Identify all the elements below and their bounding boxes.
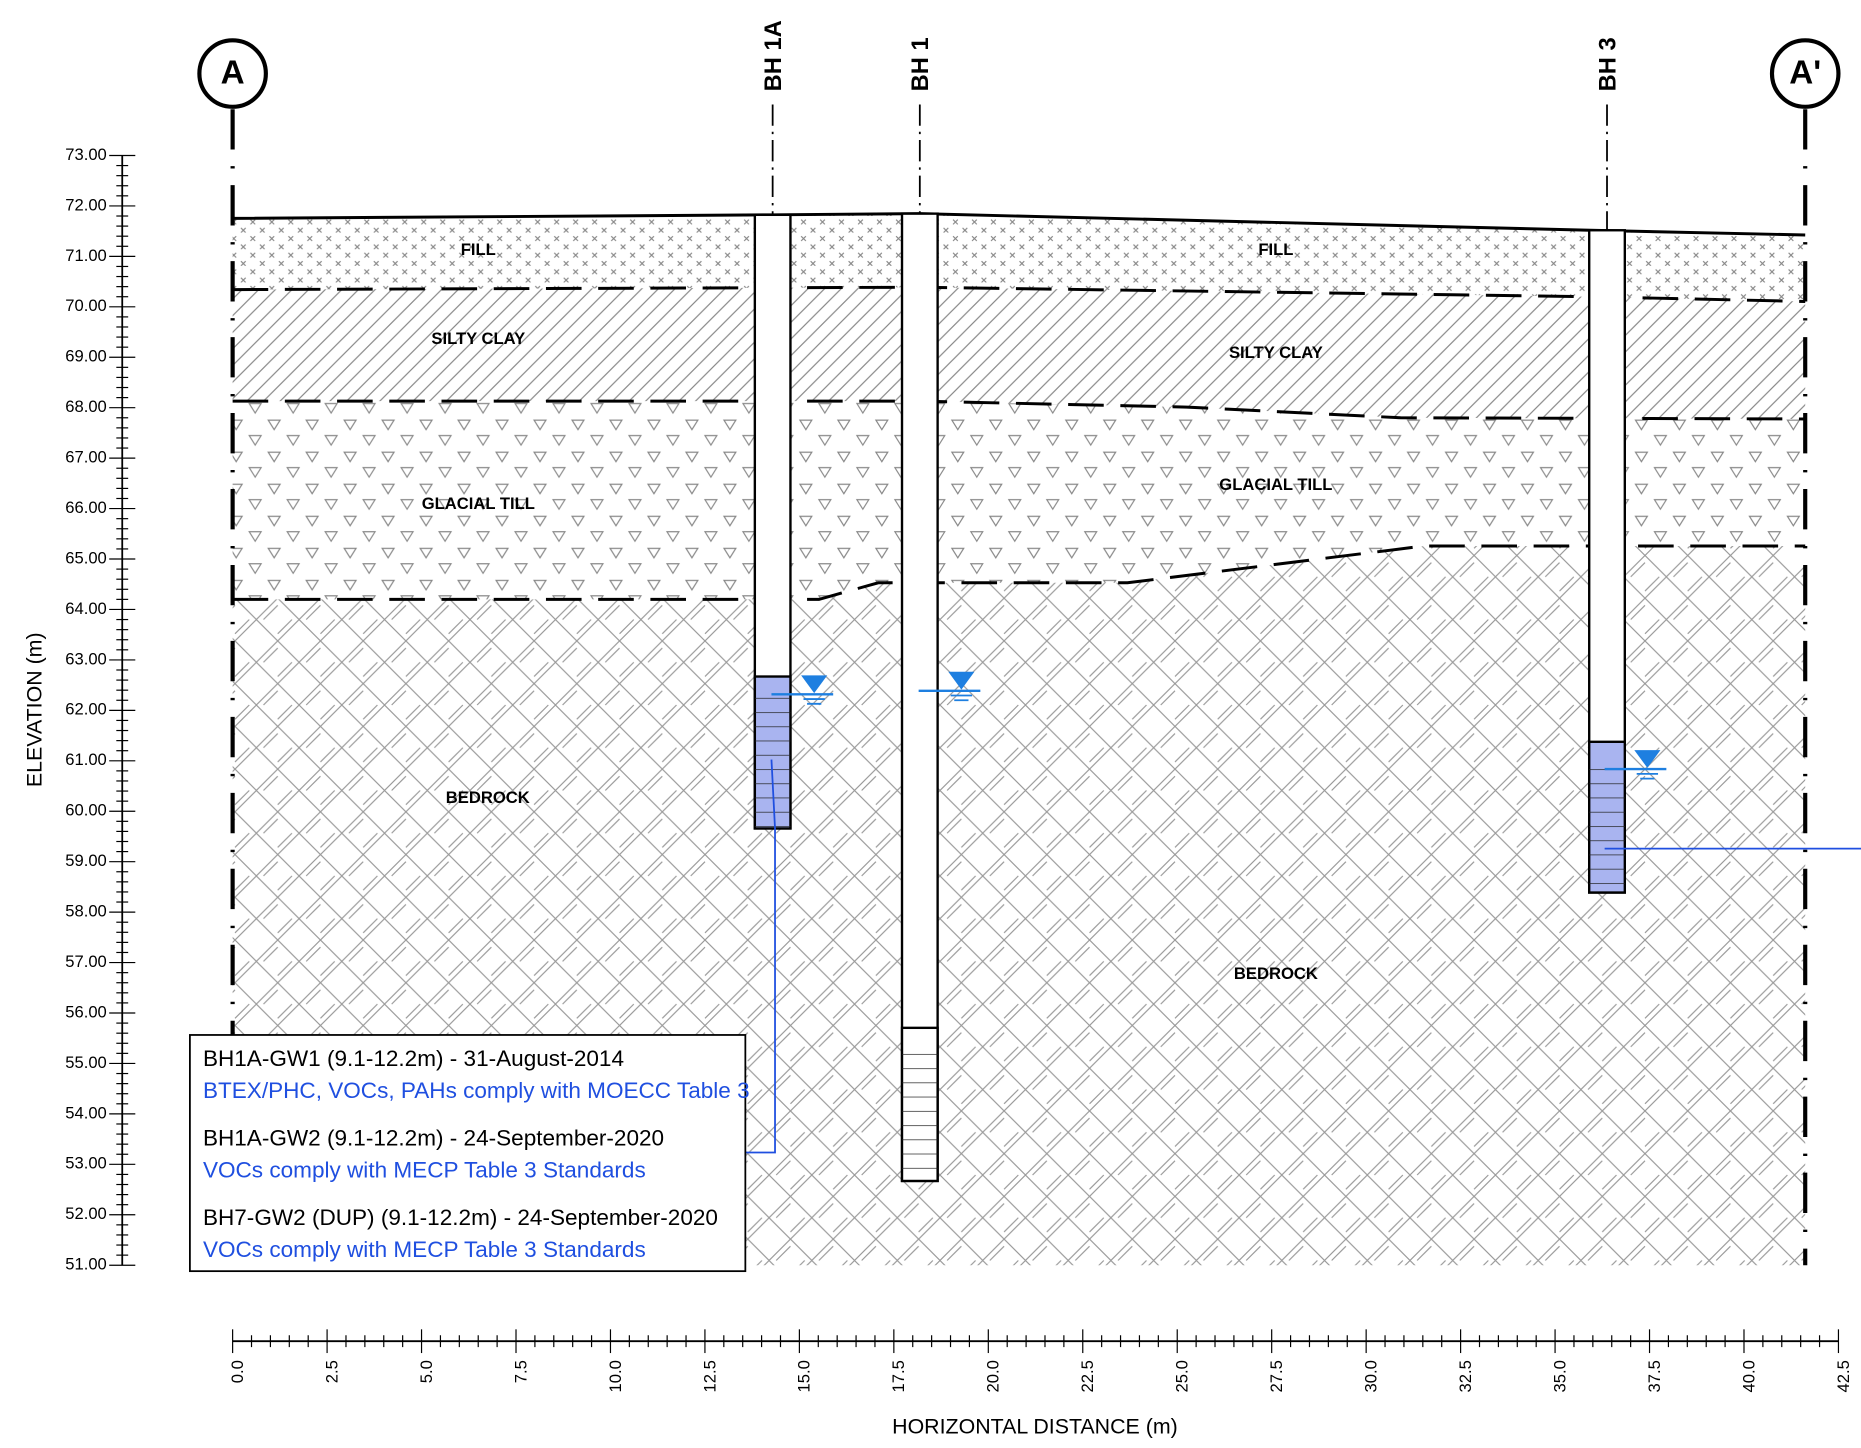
layer-label: BEDROCK xyxy=(446,788,530,807)
y-tick-label: 66.00 xyxy=(65,498,107,517)
y-tick-label: 52.00 xyxy=(65,1204,107,1223)
section-marker-label: A' xyxy=(1789,55,1821,92)
x-tick-label: 5.0 xyxy=(417,1360,436,1383)
y-tick-label: 54.00 xyxy=(65,1103,107,1122)
layer-label: FILL xyxy=(1258,240,1293,259)
note-sample: BH1A-GW1 (9.1-12.2m) - 31-August-2014 xyxy=(203,1046,624,1071)
x-tick-label: 0.0 xyxy=(228,1360,247,1383)
y-tick-label: 73.00 xyxy=(65,145,107,164)
layer-label: SILTY CLAY xyxy=(431,329,525,348)
x-tick-label: 42.5 xyxy=(1834,1360,1853,1392)
borehole-label: BH 1A xyxy=(761,20,787,91)
note-result: VOCs comply with MECP Table 3 Standards xyxy=(203,1237,646,1262)
y-tick-label: 60.00 xyxy=(65,801,107,820)
layer-label: GLACIAL TILL xyxy=(1219,475,1332,494)
y-tick-label: 57.00 xyxy=(65,952,107,971)
page: ELEVATION (m) HORIZONTAL DISTANCE (m) A A… xyxy=(0,0,1861,1448)
y-tick-label: 59.00 xyxy=(65,851,107,870)
layer-label: GLACIAL TILL xyxy=(422,494,535,513)
legend-box: BH1A-GW1 (9.1-12.2m) - 31-August-2014 BT… xyxy=(190,1035,750,1271)
well-screen-slots xyxy=(902,1042,938,1181)
x-tick-label: 2.5 xyxy=(322,1360,341,1383)
layer-label: BEDROCK xyxy=(1234,964,1318,983)
x-tick-label: 30.0 xyxy=(1361,1360,1380,1392)
well-screen-slots xyxy=(755,691,791,829)
y-tick-label: 67.00 xyxy=(65,448,107,467)
borehole-label: BH 1 xyxy=(908,37,934,91)
y-tick-label: 63.00 xyxy=(65,649,107,668)
layer-label: SILTY CLAY xyxy=(1229,343,1323,362)
y-tick-label: 55.00 xyxy=(65,1053,107,1072)
silty-clay-layer xyxy=(233,287,1806,419)
y-tick-label: 53.00 xyxy=(65,1154,107,1173)
note-result: VOCs comply with MECP Table 3 Standards xyxy=(203,1157,646,1182)
y-tick-label: 56.00 xyxy=(65,1002,107,1021)
x-tick-label: 12.5 xyxy=(700,1360,719,1392)
well-screen-slots xyxy=(1589,756,1625,892)
x-tick-label: 7.5 xyxy=(511,1360,530,1383)
borehole-label: BH 3 xyxy=(1595,37,1621,91)
x-tick-label: 17.5 xyxy=(889,1360,908,1392)
x-tick-label: 32.5 xyxy=(1456,1360,1475,1392)
x-tick-label: 10.0 xyxy=(606,1360,625,1392)
x-tick-label: 27.5 xyxy=(1267,1360,1286,1392)
layer-label: FILL xyxy=(461,240,496,259)
x-tick-label: 20.0 xyxy=(984,1360,1003,1392)
y-tick-label: 62.00 xyxy=(65,700,107,719)
y-tick-label: 71.00 xyxy=(65,246,107,265)
x-tick-label: 37.5 xyxy=(1645,1360,1664,1392)
x-tick-label: 15.0 xyxy=(795,1360,814,1392)
y-tick-label: 68.00 xyxy=(65,397,107,416)
note-result: BTEX/PHC, VOCs, PAHs comply with MOECC T… xyxy=(203,1078,750,1103)
y-tick-label: 65.00 xyxy=(65,548,107,567)
x-tick-label: 25.0 xyxy=(1173,1360,1192,1392)
x-tick-label: 35.0 xyxy=(1550,1360,1569,1392)
y-tick-label: 61.00 xyxy=(65,750,107,769)
cross-section: ELEVATION (m) HORIZONTAL DISTANCE (m) A A… xyxy=(0,0,1861,1448)
y-tick-label: 69.00 xyxy=(65,347,107,366)
x-axis-label: HORIZONTAL DISTANCE (m) xyxy=(892,1415,1178,1439)
note-sample: BH1A-GW2 (9.1-12.2m) - 24-September-2020 xyxy=(203,1125,664,1150)
y-tick-label: 72.00 xyxy=(65,195,107,214)
y-tick-label: 51.00 xyxy=(65,1255,107,1274)
x-tick-label: 22.5 xyxy=(1078,1360,1097,1392)
y-tick-label: 64.00 xyxy=(65,599,107,618)
section-marker-label: A xyxy=(221,55,245,92)
x-tick-label: 40.0 xyxy=(1739,1360,1758,1392)
y-axis-label: ELEVATION (m) xyxy=(23,632,47,787)
y-tick-label: 70.00 xyxy=(65,296,107,315)
y-tick-label: 58.00 xyxy=(65,902,107,921)
note-sample: BH7-GW2 (DUP) (9.1-12.2m) - 24-September… xyxy=(203,1205,718,1230)
